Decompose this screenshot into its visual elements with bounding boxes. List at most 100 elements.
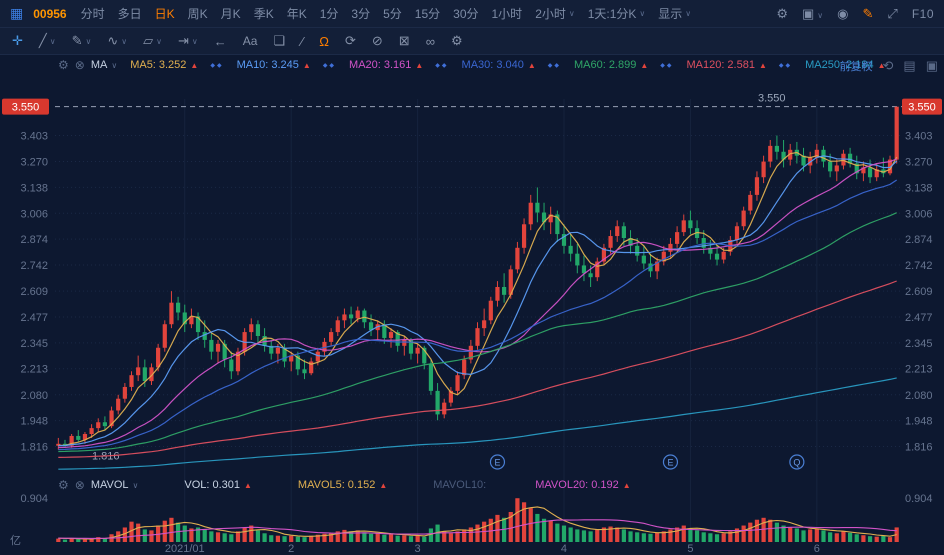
svg-text:2.874: 2.874 bbox=[905, 234, 933, 246]
up-arrow-icon: ▲ bbox=[622, 480, 631, 490]
tab-2hour[interactable]: 2小时 ∨ bbox=[535, 5, 575, 22]
svg-text:3.006: 3.006 bbox=[20, 208, 48, 220]
tab-multiday[interactable]: 多日 bbox=[117, 7, 142, 21]
vol-number: 0.301 bbox=[212, 479, 240, 491]
f10-button[interactable]: F10 bbox=[911, 6, 934, 21]
svg-text:3.403: 3.403 bbox=[905, 130, 933, 142]
up-arrow-icon: ▲ bbox=[379, 480, 388, 490]
arrow-left-tool-icon[interactable]: ← bbox=[213, 33, 227, 49]
refresh-tool-icon[interactable]: ⟳ bbox=[344, 33, 356, 48]
move-tool-icon[interactable]: ✛ bbox=[12, 33, 23, 48]
indicator-name[interactable]: MA bbox=[90, 59, 108, 71]
settings-gear-icon[interactable]: ⚙ bbox=[776, 5, 788, 21]
mavol10-label: MAVOL10: bbox=[433, 479, 487, 491]
indicator-settings-icon[interactable]: ⚙ bbox=[58, 58, 69, 72]
svg-text:2.742: 2.742 bbox=[20, 260, 48, 272]
ma20-value: MA20: 3.161 ▲ bbox=[349, 59, 423, 71]
shape-tool-icon[interactable]: ▱ ∨ bbox=[143, 33, 162, 49]
link-tool-icon[interactable]: ∞ bbox=[425, 33, 435, 49]
svg-text:5: 5 bbox=[687, 543, 693, 555]
camera-icon[interactable]: ◉ bbox=[837, 5, 849, 21]
shape-glyph: ▱ bbox=[143, 33, 154, 48]
tab-5min[interactable]: 5分 bbox=[383, 7, 402, 21]
undo-icon[interactable]: ⟲ bbox=[882, 58, 894, 73]
pencil-glyph: ✎ bbox=[71, 33, 83, 48]
tab-15min[interactable]: 15分 bbox=[414, 7, 441, 21]
up-arrow-icon: ▲ bbox=[190, 60, 199, 70]
svg-text:3.550: 3.550 bbox=[12, 102, 40, 114]
svg-text:3.550: 3.550 bbox=[908, 102, 936, 114]
tab-yearly-k[interactable]: 年K bbox=[286, 7, 307, 21]
top-toolbar: ▦ 00956 分时 多日 日K 周K 月K 季K 年K 1分 3分 5分 15… bbox=[0, 0, 944, 28]
ma-marker-icon: ◆◆ bbox=[547, 62, 562, 69]
trendline-tool-icon[interactable]: ╱ ∨ bbox=[39, 33, 56, 49]
panel-rows-icon[interactable]: ▤ bbox=[903, 58, 916, 73]
svg-text:3.550: 3.550 bbox=[758, 93, 786, 105]
tab-1hour[interactable]: 1小时 bbox=[491, 7, 523, 21]
comment-tool-icon[interactable]: ❏ bbox=[273, 33, 286, 48]
svg-text:4: 4 bbox=[561, 543, 567, 555]
eraser-tool-icon[interactable]: ∕ bbox=[301, 33, 304, 49]
svg-text:1.948: 1.948 bbox=[905, 416, 933, 428]
text-tool-icon[interactable]: Aa bbox=[242, 34, 258, 48]
mavol20-number: 0.192 bbox=[591, 479, 619, 491]
indicator-remove-icon[interactable]: ⊗ bbox=[74, 58, 85, 72]
delete-tool-icon[interactable]: ⊠ bbox=[398, 33, 410, 48]
chart-layout-icon[interactable]: ▣ ∨ bbox=[802, 6, 823, 22]
wave-glyph: ∿ bbox=[107, 33, 119, 48]
edit-pencil-icon[interactable]: ✎ bbox=[862, 5, 874, 21]
tab-daily-k[interactable]: 日K bbox=[154, 7, 175, 21]
up-arrow-icon: ▲ bbox=[758, 60, 767, 70]
svg-text:2.742: 2.742 bbox=[905, 260, 933, 272]
svg-text:3.403: 3.403 bbox=[20, 130, 48, 142]
up-arrow-icon: ▲ bbox=[877, 60, 886, 70]
measure-tool-icon[interactable]: ⇥ ∨ bbox=[178, 33, 198, 49]
ma120-label: MA120: bbox=[686, 59, 725, 71]
svg-text:亿: 亿 bbox=[10, 534, 21, 547]
tab-30min[interactable]: 30分 bbox=[453, 7, 479, 21]
tab-3min[interactable]: 3分 bbox=[351, 7, 371, 21]
pencil-tool-icon[interactable]: ✎ ∨ bbox=[72, 33, 92, 49]
fullscreen-icon[interactable]: ⤢ bbox=[887, 5, 898, 21]
ma30-number: 3.040 bbox=[496, 59, 524, 71]
svg-text:Q: Q bbox=[793, 458, 800, 468]
wave-tool-icon[interactable]: ∿ ∨ bbox=[107, 33, 127, 49]
ma-marker-icon: ◆◆ bbox=[660, 62, 674, 69]
svg-text:3.138: 3.138 bbox=[905, 182, 933, 194]
display-menu[interactable]: 显示 ∨ bbox=[658, 5, 691, 22]
panel-maximize-icon[interactable]: ▣ bbox=[925, 58, 938, 73]
svg-text:E: E bbox=[667, 458, 673, 468]
ma250-label: MA250: bbox=[805, 59, 844, 71]
svg-text:2.609: 2.609 bbox=[905, 286, 933, 298]
magnet-tool-icon[interactable]: Ω bbox=[319, 33, 329, 49]
tab-timeline[interactable]: 分时 bbox=[80, 7, 105, 21]
ma-marker-icon: ◆◆ bbox=[778, 62, 793, 69]
ma60-value: MA60: 2.899 ▲ bbox=[574, 59, 648, 71]
hide-tool-icon[interactable]: ⊘ bbox=[371, 33, 383, 48]
ma20-label: MA20: bbox=[349, 59, 381, 71]
drawing-settings-icon[interactable]: ⚙ bbox=[450, 33, 463, 48]
svg-text:1.816: 1.816 bbox=[20, 442, 48, 454]
tab-weekly-k[interactable]: 周K bbox=[187, 7, 208, 21]
tab-monthly-k[interactable]: 月K bbox=[220, 7, 241, 21]
tab-custom-period[interactable]: 1天:1分K ∨ bbox=[588, 5, 646, 22]
main-chart[interactable]: 2021/01 2 3 4 5 6 3.550 3.550 3.403 3.403 3.270 3.2… bbox=[0, 55, 944, 555]
volume-settings-icon[interactable]: ⚙ bbox=[58, 478, 69, 492]
ma-indicator-header: ⚙ ⊗ MA ∨ MA5: 3.252 ▲ ◆◆ MA10: 3.245 ▲ ◆◆ MA… bbox=[58, 58, 885, 72]
adjustment-mode-link[interactable]: 前复权 bbox=[839, 61, 873, 73]
svg-text:3: 3 bbox=[415, 543, 421, 555]
ma250-value: MA250: 2.184 ▲ bbox=[805, 59, 885, 71]
trendline-glyph: ╱ bbox=[38, 33, 47, 48]
svg-text:2.477: 2.477 bbox=[20, 312, 48, 324]
svg-text:0.904: 0.904 bbox=[905, 493, 933, 505]
layout-grid-icon[interactable]: ▦ bbox=[10, 5, 24, 21]
svg-text:3.270: 3.270 bbox=[905, 157, 933, 169]
stock-code[interactable]: 00956 bbox=[33, 6, 67, 21]
volume-remove-icon[interactable]: ⊗ bbox=[74, 478, 85, 492]
svg-text:2.213: 2.213 bbox=[905, 364, 933, 376]
chevron-down-icon: ∨ bbox=[685, 9, 692, 18]
volume-indicator-name[interactable]: MAVOL bbox=[90, 479, 129, 491]
tab-1min[interactable]: 1分 bbox=[319, 7, 339, 21]
tab-quarterly-k[interactable]: 季K bbox=[253, 7, 274, 21]
svg-text:2.874: 2.874 bbox=[20, 234, 48, 246]
